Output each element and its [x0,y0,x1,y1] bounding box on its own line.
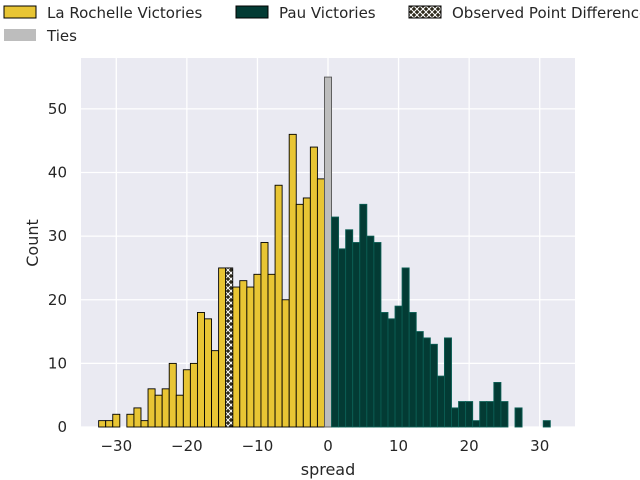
bar-la_rochelle [281,299,290,428]
bar-pau [408,312,417,428]
bar-pau [429,343,438,428]
bar-la_rochelle [316,178,325,428]
legend-swatch-la_rochelle [3,5,37,19]
x-tick-label: 20 [460,437,479,455]
x-tick-label: 0 [323,437,333,455]
bar-la_rochelle [98,420,107,428]
bar-la_rochelle [147,388,156,428]
bar-pau [458,401,467,428]
bar-pau [542,420,551,428]
bar-la_rochelle [161,388,170,428]
y-tick-label: 0 [57,418,67,436]
bar-pau [436,375,445,428]
legend-label-pau: Pau Victories [279,4,376,22]
bar-la_rochelle [267,273,276,428]
x-tick-label: −30 [100,437,132,455]
legend-swatch-observed [408,5,442,19]
bar-pau [394,305,403,428]
y-tick-label: 10 [48,354,67,372]
y-tick-label: 30 [48,227,67,245]
bar-pau [380,312,389,428]
x-tick-labels: −30 −20 −10 0 10 20 30 [100,437,549,455]
legend-label-la_rochelle: La Rochelle Victories [47,4,203,22]
bar-pau [387,318,396,428]
bar-la_rochelle [182,369,191,428]
bar-la_rochelle [246,286,255,428]
bar-la_rochelle [133,407,142,428]
x-tick-label: 10 [389,437,408,455]
bar-pau [366,235,375,428]
bar-pau [359,203,368,428]
legend-swatch-ties [4,29,36,41]
bar-la_rochelle [126,413,135,428]
legend-label-observed: Observed Point Difference [452,4,640,22]
bar-la_rochelle [253,273,262,428]
bar-la_rochelle [204,318,213,428]
legend: La Rochelle Victories Pau Victories Observ… [3,4,640,45]
bar-pau [443,337,452,428]
legend-swatch-pau [235,5,269,19]
bar-pau [472,420,481,428]
y-tick-label: 50 [48,100,67,118]
bar-la_rochelle [211,350,220,428]
bar-la_rochelle [140,420,149,428]
y-tick-label: 20 [48,291,67,309]
bar-pau [514,407,523,428]
bar-la_rochelle [295,203,304,428]
bar-la_rochelle [260,242,269,428]
bar-pau [338,248,347,428]
bar-pau [352,242,361,428]
bar-pau [486,401,495,428]
bar-pau [415,331,424,428]
bar-la_rochelle [175,394,184,428]
bar-la_rochelle [239,280,248,428]
bar-observed [225,267,234,428]
bar-pau [465,401,474,428]
bar-la_rochelle [105,420,114,428]
bar-la_rochelle [218,267,227,428]
bar-pau [493,382,502,428]
bar-la_rochelle [274,184,283,428]
bar-la_rochelle [112,413,121,428]
x-tick-label: −10 [242,437,274,455]
y-tick-label: 40 [48,164,67,182]
bar-pau [331,216,340,428]
bar-la_rochelle [302,197,311,428]
bar-la_rochelle [189,362,198,428]
x-tick-label: 30 [530,437,549,455]
bar-pau [479,401,488,428]
bar-la_rochelle [154,394,163,428]
x-tick-label: −20 [171,437,203,455]
histogram-bars [98,76,551,428]
x-axis-label: spread [301,460,356,479]
y-axis-label: Count [23,219,42,267]
bar-pau [422,337,431,428]
bar-pau [451,407,460,428]
bar-pau [345,229,354,428]
bar-la_rochelle [309,146,318,428]
bar-la_rochelle [168,362,177,428]
bar-pau [500,401,509,428]
bar-pau [401,267,410,428]
legend-label-ties: Ties [46,27,77,45]
bar-ties [324,76,332,428]
y-tick-labels: 0 10 20 30 40 50 [48,100,67,436]
bar-la_rochelle [232,286,241,428]
bar-la_rochelle [288,133,297,428]
bar-la_rochelle [196,312,205,428]
bar-pau [373,242,382,428]
